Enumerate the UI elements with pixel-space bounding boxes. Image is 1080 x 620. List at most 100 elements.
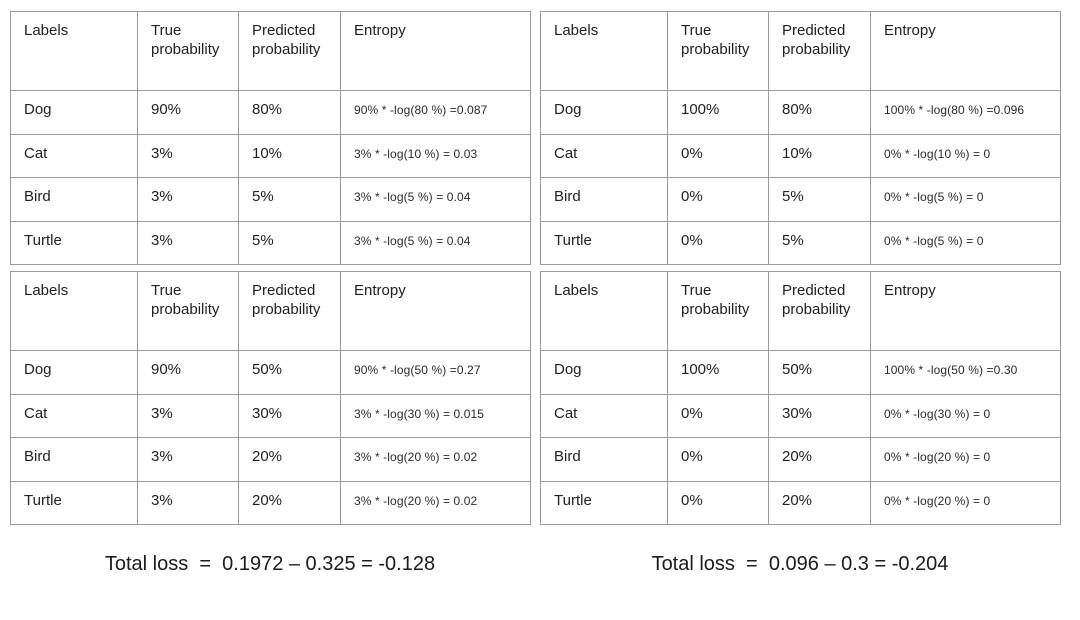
predicted-probability-header: Predicted probability bbox=[768, 271, 871, 351]
label-cell: Cat bbox=[10, 393, 138, 438]
labels-header: Labels bbox=[540, 271, 668, 351]
predicted-probability-header: Predicted probability bbox=[768, 11, 871, 91]
pred-prob-cell: 20% bbox=[238, 437, 341, 482]
true-prob-cell: 0% bbox=[667, 393, 769, 438]
entropy-cell: 3% * -log(20 %) = 0.02 bbox=[340, 437, 531, 482]
label-cell: Turtle bbox=[540, 480, 668, 525]
total-loss-right: Total loss = 0.096 – 0.3 = -0.204 bbox=[651, 553, 949, 575]
pred-prob-cell: 20% bbox=[238, 480, 341, 525]
pred-prob-cell: 30% bbox=[768, 393, 871, 438]
pred-prob-cell: 50% bbox=[238, 350, 341, 395]
entropy-table-bottom-left: Labels True probability Predicted probab… bbox=[10, 271, 531, 525]
totals-row: Total loss = 0.1972 – 0.325 = -0.128 Tot… bbox=[10, 553, 1060, 576]
label-cell: Cat bbox=[540, 393, 668, 438]
true-prob-cell: 3% bbox=[137, 480, 239, 525]
entropy-header: Entropy bbox=[340, 271, 531, 351]
true-prob-cell: 90% bbox=[137, 350, 239, 395]
table-row: Cat 0% 10% 0% * -log(10 %) = 0 bbox=[540, 133, 1061, 178]
entropy-cell: 90% * -log(80 %) =0.087 bbox=[340, 90, 531, 135]
true-prob-cell: 0% bbox=[667, 177, 769, 222]
table-row: Dog 90% 80% 90% * -log(80 %) =0.087 bbox=[10, 90, 531, 135]
label-cell: Dog bbox=[10, 90, 138, 135]
label-cell: Turtle bbox=[10, 480, 138, 525]
table-row: Bird 3% 5% 3% * -log(5 %) = 0.04 bbox=[10, 177, 531, 222]
label-cell: Bird bbox=[540, 177, 668, 222]
label-cell: Bird bbox=[10, 177, 138, 222]
entropy-cell: 90% * -log(50 %) =0.27 bbox=[340, 350, 531, 395]
pred-prob-cell: 5% bbox=[238, 177, 341, 222]
pred-prob-cell: 20% bbox=[768, 437, 871, 482]
pred-prob-cell: 5% bbox=[768, 177, 871, 222]
labels-header: Labels bbox=[10, 11, 138, 91]
header-row: Labels True probability Predicted probab… bbox=[10, 11, 531, 91]
labels-header: Labels bbox=[10, 271, 138, 351]
true-prob-cell: 100% bbox=[667, 350, 769, 395]
true-probability-header: True probability bbox=[667, 271, 769, 351]
pred-prob-cell: 50% bbox=[768, 350, 871, 395]
table-row: Bird 3% 20% 3% * -log(20 %) = 0.02 bbox=[10, 437, 531, 482]
entropy-cell: 100% * -log(80 %) =0.096 bbox=[870, 90, 1061, 135]
true-probability-header: True probability bbox=[137, 11, 239, 91]
true-prob-cell: 100% bbox=[667, 90, 769, 135]
label-cell: Dog bbox=[540, 350, 668, 395]
true-prob-cell: 3% bbox=[137, 177, 239, 222]
table-row: Turtle 0% 5% 0% * -log(5 %) = 0 bbox=[540, 220, 1061, 265]
pred-prob-cell: 20% bbox=[768, 480, 871, 525]
pred-prob-cell: 10% bbox=[238, 133, 341, 178]
table-row: Bird 0% 20% 0% * -log(20 %) = 0 bbox=[540, 437, 1061, 482]
true-prob-cell: 0% bbox=[667, 480, 769, 525]
header-row: Labels True probability Predicted probab… bbox=[540, 271, 1061, 351]
label-cell: Dog bbox=[10, 350, 138, 395]
table-row: Dog 100% 50% 100% * -log(50 %) =0.30 bbox=[540, 350, 1061, 395]
entropy-cell: 3% * -log(10 %) = 0.03 bbox=[340, 133, 531, 178]
entropy-cell: 3% * -log(30 %) = 0.015 bbox=[340, 393, 531, 438]
table-row: Cat 3% 10% 3% * -log(10 %) = 0.03 bbox=[10, 133, 531, 178]
entropy-cell: 100% * -log(50 %) =0.30 bbox=[870, 350, 1061, 395]
true-prob-cell: 3% bbox=[137, 220, 239, 265]
table-row: Bird 0% 5% 0% * -log(5 %) = 0 bbox=[540, 177, 1061, 222]
table-row: Dog 100% 80% 100% * -log(80 %) =0.096 bbox=[540, 90, 1061, 135]
true-probability-header: True probability bbox=[137, 271, 239, 351]
table-row: Cat 3% 30% 3% * -log(30 %) = 0.015 bbox=[10, 393, 531, 438]
entropy-table-bottom-right: Labels True probability Predicted probab… bbox=[540, 271, 1061, 525]
true-prob-cell: 0% bbox=[667, 437, 769, 482]
entropy-cell: 3% * -log(5 %) = 0.04 bbox=[340, 220, 531, 265]
label-cell: Dog bbox=[540, 90, 668, 135]
predicted-probability-header: Predicted probability bbox=[238, 271, 341, 351]
table-row: Turtle 3% 20% 3% * -log(20 %) = 0.02 bbox=[10, 480, 531, 525]
true-prob-cell: 3% bbox=[137, 133, 239, 178]
entropy-header: Entropy bbox=[340, 11, 531, 91]
entropy-cell: 0% * -log(5 %) = 0 bbox=[870, 177, 1061, 222]
label-cell: Bird bbox=[540, 437, 668, 482]
pred-prob-cell: 80% bbox=[768, 90, 871, 135]
labels-header: Labels bbox=[540, 11, 668, 91]
true-prob-cell: 0% bbox=[667, 133, 769, 178]
true-prob-cell: 0% bbox=[667, 220, 769, 265]
entropy-cell: 0% * -log(10 %) = 0 bbox=[870, 133, 1061, 178]
header-row: Labels True probability Predicted probab… bbox=[10, 271, 531, 351]
pred-prob-cell: 30% bbox=[238, 393, 341, 438]
label-cell: Turtle bbox=[10, 220, 138, 265]
table-row: Turtle 3% 5% 3% * -log(5 %) = 0.04 bbox=[10, 220, 531, 265]
label-cell: Turtle bbox=[540, 220, 668, 265]
entropy-table-top-right: Labels True probability Predicted probab… bbox=[540, 11, 1061, 265]
pred-prob-cell: 80% bbox=[238, 90, 341, 135]
total-loss-left: Total loss = 0.1972 – 0.325 = -0.128 bbox=[104, 553, 436, 575]
true-prob-cell: 90% bbox=[137, 90, 239, 135]
label-cell: Cat bbox=[540, 133, 668, 178]
predicted-probability-header: Predicted probability bbox=[238, 11, 341, 91]
pred-prob-cell: 10% bbox=[768, 133, 871, 178]
true-prob-cell: 3% bbox=[137, 393, 239, 438]
entropy-header: Entropy bbox=[870, 271, 1061, 351]
label-cell: Bird bbox=[10, 437, 138, 482]
true-prob-cell: 3% bbox=[137, 437, 239, 482]
pred-prob-cell: 5% bbox=[768, 220, 871, 265]
entropy-header: Entropy bbox=[870, 11, 1061, 91]
entropy-cell: 0% * -log(5 %) = 0 bbox=[870, 220, 1061, 265]
true-probability-header: True probability bbox=[667, 11, 769, 91]
table-row: Turtle 0% 20% 0% * -log(20 %) = 0 bbox=[540, 480, 1061, 525]
entropy-cell: 0% * -log(30 %) = 0 bbox=[870, 393, 1061, 438]
table-row: Cat 0% 30% 0% * -log(30 %) = 0 bbox=[540, 393, 1061, 438]
tables-grid: Labels True probability Predicted probab… bbox=[10, 11, 1061, 525]
entropy-cell: 3% * -log(20 %) = 0.02 bbox=[340, 480, 531, 525]
